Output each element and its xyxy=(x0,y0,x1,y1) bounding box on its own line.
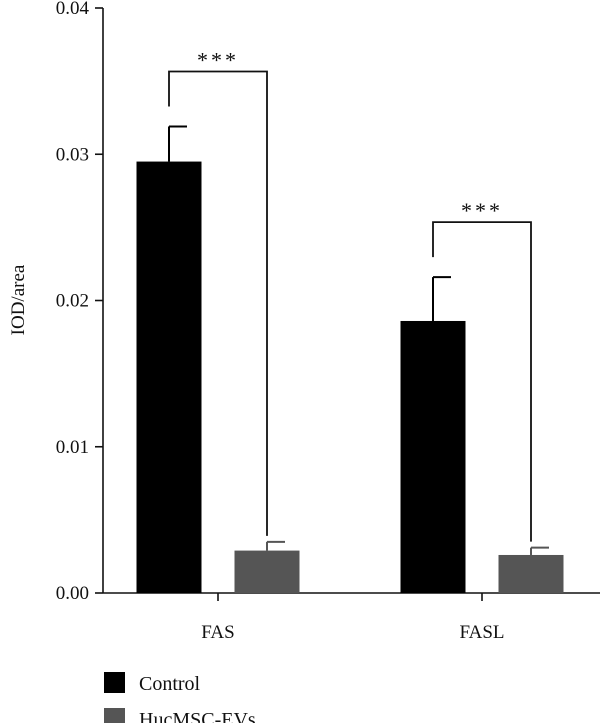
bar-hucmsc-evs-fas xyxy=(234,550,300,593)
significance-label: *** xyxy=(461,198,503,223)
significance-annotations: *** *** xyxy=(168,47,532,542)
bar-control-fasl xyxy=(400,320,466,593)
y-tick-label: 0.00 xyxy=(56,583,89,604)
legend-label: HucMSC-EVs xyxy=(139,709,256,723)
significance-label: *** xyxy=(197,47,239,72)
legend-swatch xyxy=(104,708,125,723)
y-tick-label: 0.02 xyxy=(56,291,89,312)
legend: Control HucMSC-EVs xyxy=(104,672,256,723)
y-tick-label: 0.01 xyxy=(56,437,89,458)
significance-bracket xyxy=(168,70,268,536)
x-tick-label: FASL xyxy=(459,622,504,643)
significance-bracket xyxy=(432,221,532,542)
bar-hucmsc-evs-fasl xyxy=(498,554,564,593)
bar-control-fas xyxy=(136,161,202,593)
y-tick-label: 0.03 xyxy=(56,144,89,165)
x-tick-label: FAS xyxy=(201,622,234,643)
y-tick-label: 0.04 xyxy=(56,0,90,19)
legend-swatch xyxy=(104,672,125,693)
legend-label: Control xyxy=(139,673,201,695)
y-axis-title: IOD/area xyxy=(8,264,29,335)
error-bars xyxy=(168,125,549,555)
bars xyxy=(136,161,564,593)
